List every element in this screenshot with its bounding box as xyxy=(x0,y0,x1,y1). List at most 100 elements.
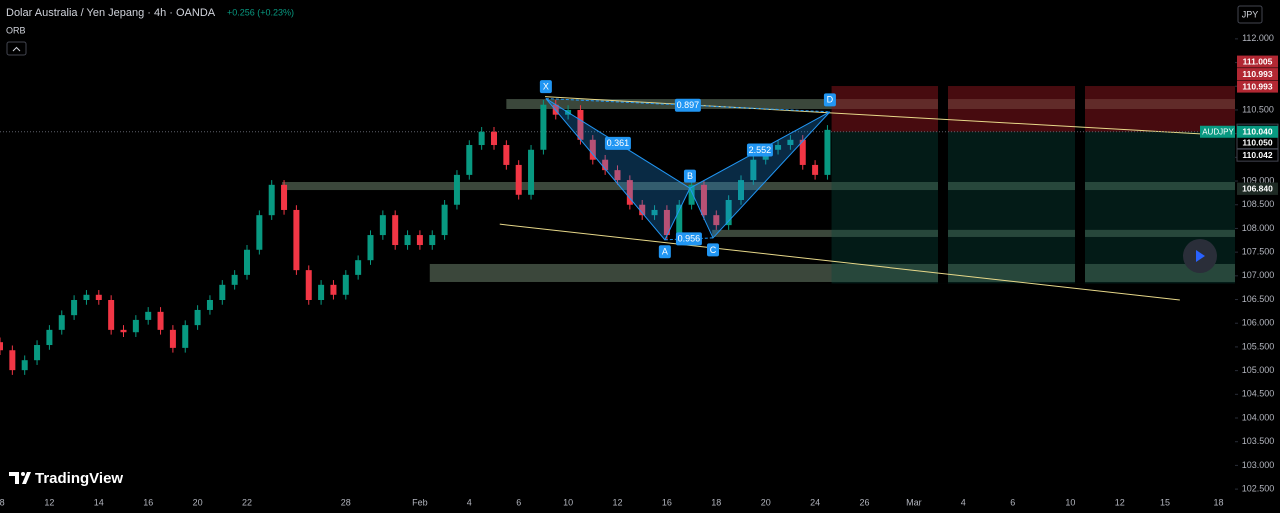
price-label: 110.993 xyxy=(1242,81,1273,91)
candle-body xyxy=(305,270,312,300)
candle-body xyxy=(700,184,707,216)
candle-body xyxy=(34,345,41,361)
candle-body xyxy=(416,235,423,246)
ratio-label: 0.897 xyxy=(677,100,700,110)
x-tick-label: 20 xyxy=(761,497,771,507)
price-label: 110.993 xyxy=(1242,69,1273,79)
point-label: C xyxy=(710,245,717,255)
x-tick-label: 16 xyxy=(143,497,153,507)
candle-body xyxy=(787,139,794,146)
candle-body xyxy=(182,325,189,348)
candle-body xyxy=(367,235,374,261)
candle-body xyxy=(799,139,806,165)
y-tick-label: 106.500 xyxy=(1242,294,1275,304)
candle-body xyxy=(663,209,670,236)
y-tick-label: 108.000 xyxy=(1242,223,1275,233)
candle-body xyxy=(268,184,275,216)
price-label-box xyxy=(1237,55,1278,68)
candle-body xyxy=(676,204,683,236)
last-price-label: 110.040 xyxy=(1242,127,1273,137)
last-price-box xyxy=(1237,125,1278,138)
candle-body xyxy=(244,249,250,275)
candle-body xyxy=(231,274,238,285)
point-label: A xyxy=(662,247,668,257)
price-label: 106.840 xyxy=(1242,183,1273,193)
candle-body xyxy=(256,215,263,250)
logo-text: TradingView xyxy=(35,470,123,487)
x-tick-label: 14 xyxy=(94,497,104,507)
candle-body xyxy=(293,209,300,271)
y-tick-label: 107.000 xyxy=(1242,270,1275,280)
y-tick-label: 108.500 xyxy=(1242,199,1275,209)
y-tick-label: 104.000 xyxy=(1242,412,1275,422)
trendline xyxy=(499,223,1180,301)
price-label-box xyxy=(1237,80,1278,93)
point-badge xyxy=(823,93,836,107)
candle-body xyxy=(379,215,386,236)
candle-body xyxy=(713,215,720,226)
candle-body xyxy=(21,360,28,371)
x-tick-label: 4 xyxy=(961,497,966,507)
price-label: 110.042 xyxy=(1242,150,1273,160)
header: Dolar Australia / Yen Jepang · 4h · OAND… xyxy=(6,5,1263,56)
trendline xyxy=(545,96,1205,135)
currency-button[interactable] xyxy=(1237,5,1263,24)
x-tick-label: 18 xyxy=(1214,497,1224,507)
candle-body xyxy=(614,170,621,181)
candle-body xyxy=(626,180,633,205)
candle-body xyxy=(145,311,152,320)
candle-body xyxy=(775,145,782,150)
candle-body xyxy=(478,131,485,146)
point-badge xyxy=(539,80,552,94)
y-tick-label: 105.000 xyxy=(1242,365,1275,375)
x-tick-label: 18 xyxy=(711,497,721,507)
y-tick-label: 105.500 xyxy=(1242,341,1275,351)
point-badge xyxy=(707,243,720,257)
candle-body xyxy=(9,350,16,371)
candle-body xyxy=(453,174,460,205)
candle-body xyxy=(404,235,411,246)
point-badge xyxy=(658,245,671,259)
point-label: X xyxy=(543,81,549,91)
candle-body xyxy=(491,131,497,146)
ratio-label: 0.361 xyxy=(607,138,630,148)
y-tick-label: 104.500 xyxy=(1242,389,1275,399)
logo-icon xyxy=(9,472,31,484)
point-label: B xyxy=(687,171,693,181)
logo: TradingView xyxy=(9,470,123,487)
candle-body xyxy=(281,184,288,210)
candle-body xyxy=(342,274,349,295)
ratio-badge xyxy=(746,143,773,157)
x-tick-label: 22 xyxy=(242,497,252,507)
box-separator xyxy=(1075,86,1085,284)
plot-area: 0.361 0.897 2.552 0.956 X A B C D 8 12 14 16 20 22 28 Fe… xyxy=(0,80,1236,507)
candle-body xyxy=(206,300,213,310)
price-label-box xyxy=(1237,68,1278,81)
indicator-name[interactable]: ORB xyxy=(6,25,26,35)
x-tick-label: 24 xyxy=(810,497,820,507)
candle-body xyxy=(503,145,510,165)
candle-body xyxy=(824,129,831,175)
play-button[interactable] xyxy=(1183,239,1217,273)
x-tick-label: Mar xyxy=(906,497,922,507)
x-tick-label: 16 xyxy=(662,497,672,507)
candle-body xyxy=(330,284,337,295)
zone xyxy=(712,229,1235,237)
price-label-box xyxy=(1237,182,1278,195)
x-tick-label: 6 xyxy=(1010,497,1015,507)
zone xyxy=(429,263,1235,282)
collapse-button[interactable] xyxy=(6,41,27,56)
candle-body xyxy=(58,315,65,330)
candle-body xyxy=(108,300,115,330)
price-label: 111.005 xyxy=(1243,56,1273,66)
y-tick-label: 106.000 xyxy=(1242,318,1275,328)
candle-body xyxy=(95,294,102,300)
y-tick-label: 112.000 xyxy=(1242,33,1274,43)
y-tick-label: 107.500 xyxy=(1242,247,1275,257)
x-tick-label: 12 xyxy=(1115,497,1125,507)
point-label: D xyxy=(827,95,834,105)
candle-body xyxy=(515,164,522,195)
x-tick-label: 26 xyxy=(859,497,869,507)
price-label-box xyxy=(1236,148,1279,162)
